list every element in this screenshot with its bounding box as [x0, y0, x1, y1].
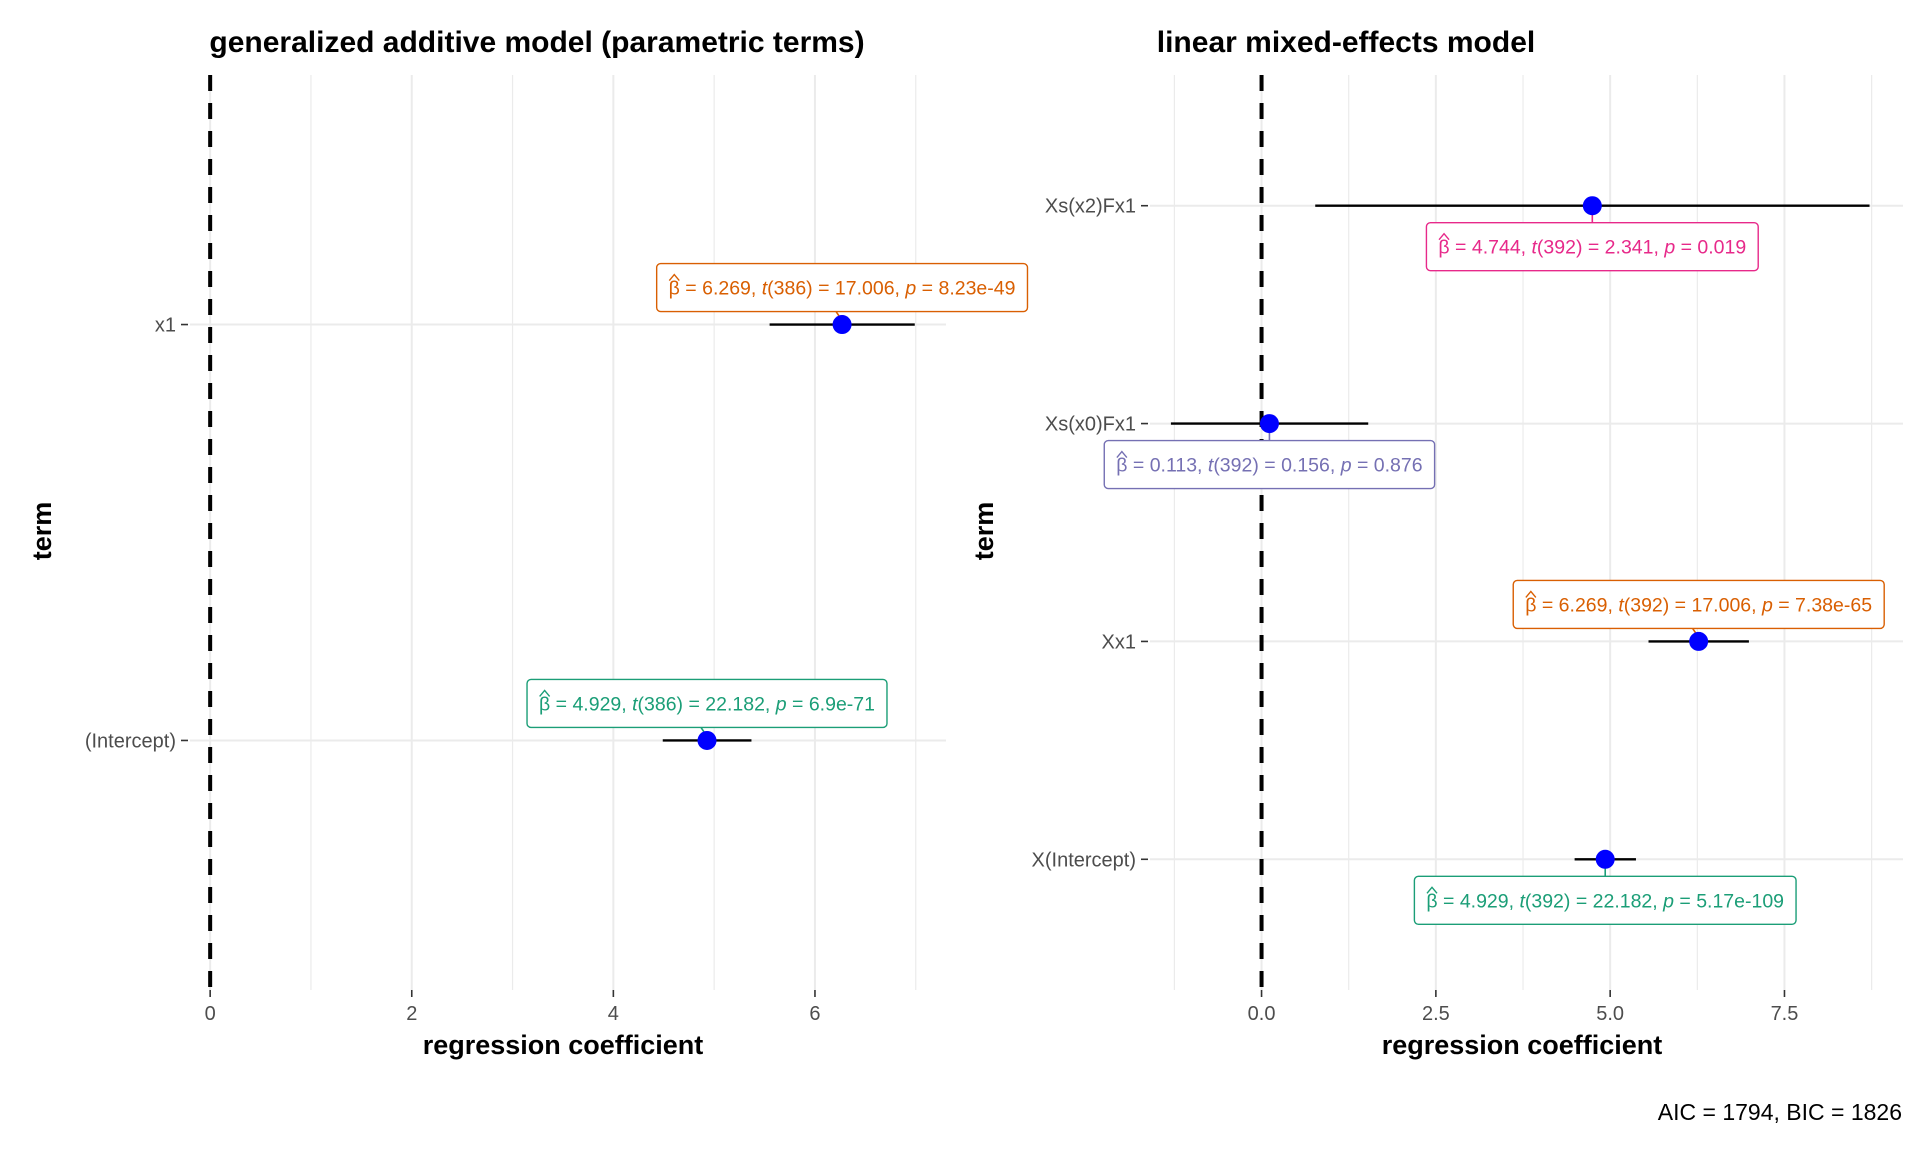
gam-label-text-intercept: β = 4.929, t(386) = 22.182, p = 6.9e-71 — [539, 693, 875, 715]
gam-x-tick-label: 4 — [608, 1003, 619, 1025]
lme-marks: β = 4.744, t(392) = 2.341, p = 0.019 β = … — [1103, 75, 1885, 990]
gam-point-x1 — [832, 315, 852, 335]
lme-label-text-x-intercept: β = 4.929, t(392) = 22.182, p = 5.17e-10… — [1426, 890, 1784, 912]
lme-label-text-xs-x0-fx1: β = 0.113, t(392) = 0.156, p = 0.876 — [1116, 455, 1422, 477]
gam-y-ticks: x1 (Intercept) — [85, 315, 188, 752]
lme-panel-title: linear mixed-effects model — [1157, 26, 1535, 59]
lme-beta-hat-x-intercept — [1426, 886, 1438, 894]
gam-label-box-x1 — [655, 262, 1029, 313]
lme-y-tick-label-xx1: Xx1 — [1102, 631, 1136, 653]
lme-estimate-label-xx1: β = 6.269, t(392) = 17.006, p = 7.38e-65 — [1512, 579, 1885, 638]
gam-point-intercept — [697, 730, 717, 750]
lme-estimate-label-x-intercept: β = 4.929, t(392) = 22.182, p = 5.17e-10… — [1413, 863, 1797, 925]
gam-label-text-x1: β = 6.269, t(386) = 17.006, p = 8.23e-49 — [669, 278, 1016, 300]
lme-x-ticks: 0.0 2.5 5.0 7.5 — [1248, 990, 1799, 1025]
lme-label-box-xx1 — [1512, 579, 1885, 630]
lme-label-text-xx1: β = 6.269, t(392) = 17.006, p = 7.38e-65 — [1525, 594, 1872, 616]
gam-x-axis-title: regression coefficient — [423, 1030, 704, 1060]
lme-y-axis-title: term — [969, 502, 999, 561]
gam-y-tick-label-intercept: (Intercept) — [85, 730, 176, 752]
lme-point-xx1 — [1689, 631, 1709, 651]
lme-estimate-label-xs-x0-fx1: β = 0.113, t(392) = 0.156, p = 0.876 — [1103, 427, 1436, 490]
gam-beta-hat-intercept — [539, 689, 551, 697]
gam-estimate-label-intercept: β = 4.929, t(386) = 22.182, p = 6.9e-71 — [526, 678, 888, 737]
lme-point-x-intercept — [1595, 849, 1615, 869]
gam-y-tick-label-x1: x1 — [155, 315, 176, 337]
lme-x-tick-label: 7.5 — [1771, 1003, 1799, 1025]
lme-x-tick-label: 2.5 — [1422, 1003, 1450, 1025]
lme-x-tick-label: 0.0 — [1248, 1003, 1276, 1025]
lme-y-tick-label-x-intercept: X(Intercept) — [1032, 849, 1136, 871]
gam-panel: generalized additive model (parametric t… — [27, 26, 1029, 1060]
lme-estimate-label-xs-x2-fx1: β = 4.744, t(392) = 2.341, p = 0.019 — [1425, 209, 1759, 272]
lme-point-xs-x2-fx1 — [1582, 196, 1602, 216]
gam-estimate-label-x1: β = 6.269, t(386) = 17.006, p = 8.23e-49 — [655, 262, 1029, 321]
gam-marks: β = 6.269, t(386) = 17.006, p = 8.23e-49… — [208, 75, 1029, 990]
lme-y-tick-label-xs-x2-fx1: Xs(x2)Fx1 — [1045, 196, 1136, 218]
lme-beta-hat-xs-x2-fx1 — [1438, 232, 1450, 241]
lme-label-text-xs-x2-fx1: β = 4.744, t(392) = 2.341, p = 0.019 — [1438, 237, 1746, 259]
lme-beta-hat-xx1 — [1525, 590, 1537, 598]
gam-label-box-intercept — [526, 678, 888, 729]
lme-panel: linear mixed-effects model β = 4.744, t(… — [969, 26, 1903, 1060]
gam-x-ticks: 0 2 4 6 — [205, 990, 821, 1025]
lme-x-axis-title: regression coefficient — [1382, 1030, 1663, 1060]
lme-y-tick-label-xs-x0-fx1: Xs(x0)Fx1 — [1045, 414, 1136, 436]
lme-point-xs-x0-fx1 — [1259, 414, 1279, 434]
gam-x-tick-label: 6 — [809, 1003, 820, 1025]
gam-panel-title: generalized additive model (parametric t… — [209, 26, 864, 59]
lme-y-ticks: Xs(x2)Fx1 Xs(x0)Fx1 Xx1 X(Intercept) — [1032, 196, 1148, 871]
lme-x-tick-label: 5.0 — [1596, 1003, 1624, 1025]
gam-beta-hat-x1 — [668, 273, 680, 281]
lme-beta-hat-xs-x0-fx1 — [1116, 450, 1128, 459]
model-fit-caption: AIC = 1794, BIC = 1826 — [1658, 1099, 1902, 1125]
gam-x-tick-label: 0 — [205, 1003, 216, 1025]
gam-grid — [190, 75, 946, 990]
gam-y-axis-title: term — [27, 502, 57, 561]
gam-x-tick-label: 2 — [406, 1003, 417, 1025]
